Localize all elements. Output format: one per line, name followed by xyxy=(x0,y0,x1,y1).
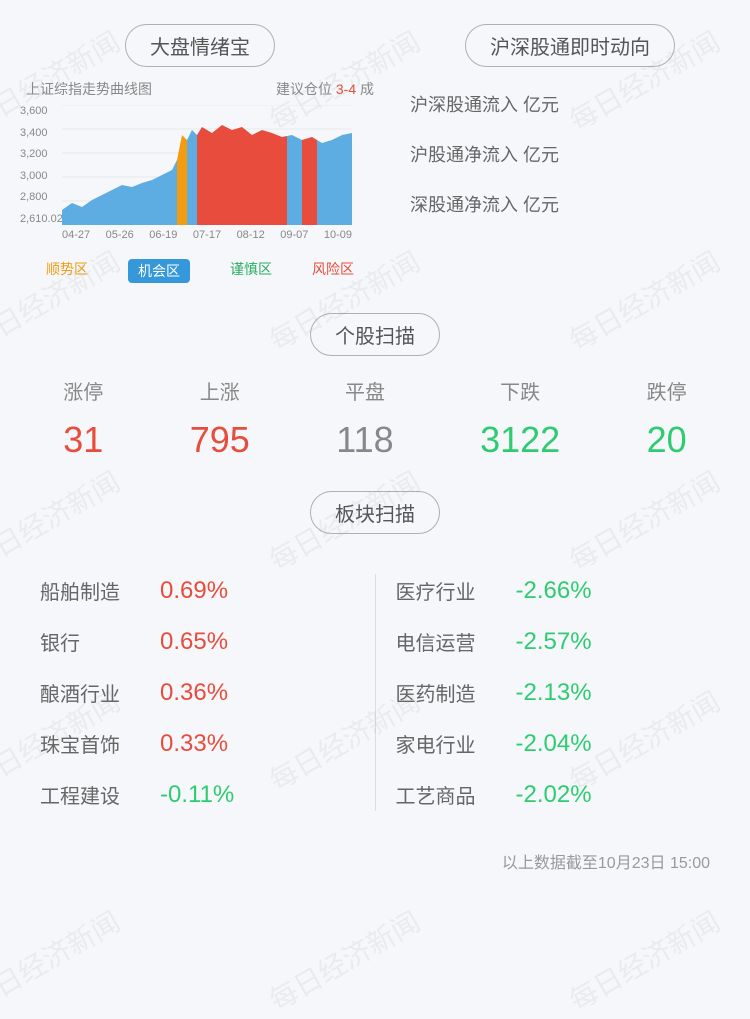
sector-value: -2.02% xyxy=(516,781,592,809)
legend-opportunity: 机会区 xyxy=(128,259,190,283)
x-tick-label: 10-09 xyxy=(324,229,352,241)
sector-value: -2.13% xyxy=(516,679,592,707)
sector-name: 医药制造 xyxy=(396,678,516,707)
sector-item: 工艺商品-2.02% xyxy=(396,780,711,809)
y-tick-label: 3,200 xyxy=(20,148,62,160)
sector-value: -0.11% xyxy=(160,781,234,809)
sector-value: -2.57% xyxy=(516,628,592,656)
stock-scan-item: 上涨 795 xyxy=(190,376,250,461)
watermark: 每日经济新闻 xyxy=(261,901,427,1019)
x-tick-label: 06-19 xyxy=(149,229,177,241)
footer-timestamp: 以上数据截至10月23日 15:00 xyxy=(0,831,750,873)
sector-name: 酿酒行业 xyxy=(40,678,160,707)
sector-name: 珠宝首饰 xyxy=(40,729,160,758)
chart-legend: 顺势区 机会区 谨慎区 风险区 xyxy=(20,259,380,283)
x-tick-label: 09-07 xyxy=(280,229,308,241)
stock-scan-label: 跌停 xyxy=(647,376,687,405)
stock-scan-label: 上涨 xyxy=(190,376,250,405)
x-tick-label: 04-27 xyxy=(62,229,90,241)
stock-scan-value: 31 xyxy=(63,419,103,461)
realtime-title: 沪深股通即时动向 xyxy=(465,24,675,67)
y-tick-label: 3,600 xyxy=(20,105,62,117)
stock-scan-item: 平盘 118 xyxy=(336,376,393,461)
stock-scan-item: 下跌 3122 xyxy=(480,376,560,461)
y-tick-label: 3,400 xyxy=(20,127,62,139)
chart-title: 上证综指走势曲线图 xyxy=(26,79,152,99)
stock-scan-title: 个股扫描 xyxy=(310,313,440,356)
flow-item: 沪深股通流入 亿元 xyxy=(410,91,730,117)
legend-caution: 谨慎区 xyxy=(230,259,272,283)
stock-scan-value: 795 xyxy=(190,419,250,461)
stock-scan-label: 下跌 xyxy=(480,376,560,405)
sector-item: 船舶制造0.69% xyxy=(40,576,355,605)
flow-item: 沪股通净流入 亿元 xyxy=(410,141,730,167)
sector-value: 0.69% xyxy=(160,577,228,605)
stock-scan-value: 20 xyxy=(647,419,687,461)
sector-name: 家电行业 xyxy=(396,729,516,758)
sector-item: 医疗行业-2.66% xyxy=(396,576,711,605)
sector-name: 工艺商品 xyxy=(396,780,516,809)
legend-trend: 顺势区 xyxy=(46,259,88,283)
sector-name: 电信运营 xyxy=(396,627,516,656)
sector-name: 银行 xyxy=(40,627,160,656)
sector-item: 电信运营-2.57% xyxy=(396,627,711,656)
sector-name: 工程建设 xyxy=(40,780,160,809)
sector-item: 银行0.65% xyxy=(40,627,355,656)
index-chart: 3,600 3,400 3,200 3,000 2,800 2,610.02 04-27 0… xyxy=(20,105,360,255)
stock-scan-value: 3122 xyxy=(480,419,560,461)
sector-item: 工程建设-0.11% xyxy=(40,780,355,809)
legend-risk: 风险区 xyxy=(312,259,354,283)
sector-item: 家电行业-2.04% xyxy=(396,729,711,758)
stock-scan-label: 涨停 xyxy=(63,376,103,405)
flow-item: 深股通净流入 亿元 xyxy=(410,191,730,217)
stock-scan-label: 平盘 xyxy=(336,376,393,405)
sentiment-title: 大盘情绪宝 xyxy=(125,24,275,67)
stock-scan-item: 跌停 20 xyxy=(647,376,687,461)
realtime-panel: 沪深股通即时动向 沪深股通流入 亿元沪股通净流入 亿元深股通净流入 亿元 xyxy=(380,24,730,283)
y-tick-label: 3,000 xyxy=(20,170,62,182)
sector-item: 酿酒行业0.36% xyxy=(40,678,355,707)
sector-scan-row: 船舶制造0.69%银行0.65%酿酒行业0.36%珠宝首饰0.33%工程建设-0… xyxy=(0,554,750,831)
x-tick-label: 05-26 xyxy=(106,229,134,241)
y-tick-label: 2,800 xyxy=(20,191,62,203)
sector-name: 医疗行业 xyxy=(396,576,516,605)
watermark: 每日经济新闻 xyxy=(561,901,727,1019)
stock-scan-row: 涨停 31 上涨 795 平盘 118 下跌 3122 跌停 20 xyxy=(0,376,750,461)
stock-scan-item: 涨停 31 xyxy=(63,376,103,461)
sector-item: 珠宝首饰0.33% xyxy=(40,729,355,758)
y-tick-label: 2,610.02 xyxy=(20,213,62,225)
sector-value: 0.65% xyxy=(160,628,228,656)
watermark: 每日经济新闻 xyxy=(0,901,127,1019)
sector-item: 医药制造-2.13% xyxy=(396,678,711,707)
x-tick-label: 08-12 xyxy=(237,229,265,241)
sector-scan-title: 板块扫描 xyxy=(310,491,440,534)
x-tick-label: 07-17 xyxy=(193,229,221,241)
position-suggestion: 建议仓位 3-4 成 xyxy=(276,79,374,99)
sector-value: -2.04% xyxy=(516,730,592,758)
sector-value: 0.33% xyxy=(160,730,228,758)
sector-value: 0.36% xyxy=(160,679,228,707)
sector-name: 船舶制造 xyxy=(40,576,160,605)
sentiment-panel: 大盘情绪宝 上证综指走势曲线图 建议仓位 3-4 成 3,600 3,400 3,2… xyxy=(20,24,380,283)
stock-scan-value: 118 xyxy=(336,419,393,461)
sector-value: -2.66% xyxy=(516,577,592,605)
sector-divider xyxy=(375,574,376,811)
